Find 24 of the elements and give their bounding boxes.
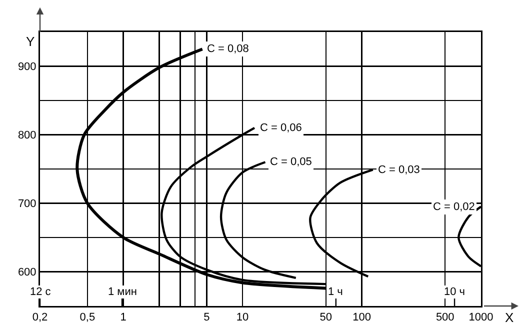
- x-axis-title: X: [505, 310, 514, 325]
- x-tick-label: 1000: [468, 312, 494, 324]
- annotation: 1 ч: [328, 286, 343, 298]
- series-label: C = 0,08: [207, 43, 249, 55]
- y-tick-label: 800: [18, 130, 36, 142]
- y-tick-label: 700: [18, 198, 36, 210]
- x-tick-label: 5: [204, 312, 210, 324]
- series-label: C = 0,03: [378, 164, 420, 176]
- x-tick-label: 100: [352, 312, 371, 324]
- series-label: C = 0,05: [270, 156, 312, 168]
- x-tick-label: 10: [236, 312, 249, 324]
- series-label: C = 0,06: [260, 122, 302, 134]
- x-tick-label: 50: [320, 312, 332, 324]
- y-tick-label: 900: [18, 61, 36, 74]
- series-label: C = 0,02: [433, 201, 475, 213]
- annotation: 1 мин: [108, 286, 137, 298]
- y-axis-title: Y: [26, 34, 35, 49]
- annotation: 10 ч: [444, 286, 466, 298]
- annotation: 12 с: [30, 286, 52, 298]
- y-tick-label: 600: [18, 266, 36, 279]
- x-tick-label: 1: [120, 312, 126, 324]
- x-tick-label: 0,5: [80, 312, 96, 324]
- x-tick-label: 500: [436, 312, 454, 324]
- x-tick-label: 0,2: [32, 312, 48, 324]
